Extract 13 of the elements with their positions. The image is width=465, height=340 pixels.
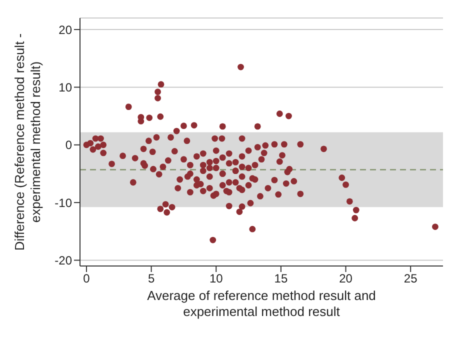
x-axis-title: Average of reference method result and experimental method result [147,288,376,319]
y-tick-label: 10 [58,80,72,94]
x-tick-label: 20 [339,272,353,286]
x-tick-label: 5 [148,272,155,286]
y-tick-label: 0 [65,138,72,152]
y-tick-label: -20 [54,253,72,268]
y-axis-title: Difference (Reference method result - experimental method result) [12,33,43,251]
x-tick-label: 0 [83,272,90,286]
y-tick-label: -10 [54,196,72,210]
x-tick-label: 10 [209,272,224,286]
y-tick-label: 20 [58,22,72,37]
x-tick-label: 25 [404,272,418,286]
x-tick-label: 15 [274,272,288,286]
